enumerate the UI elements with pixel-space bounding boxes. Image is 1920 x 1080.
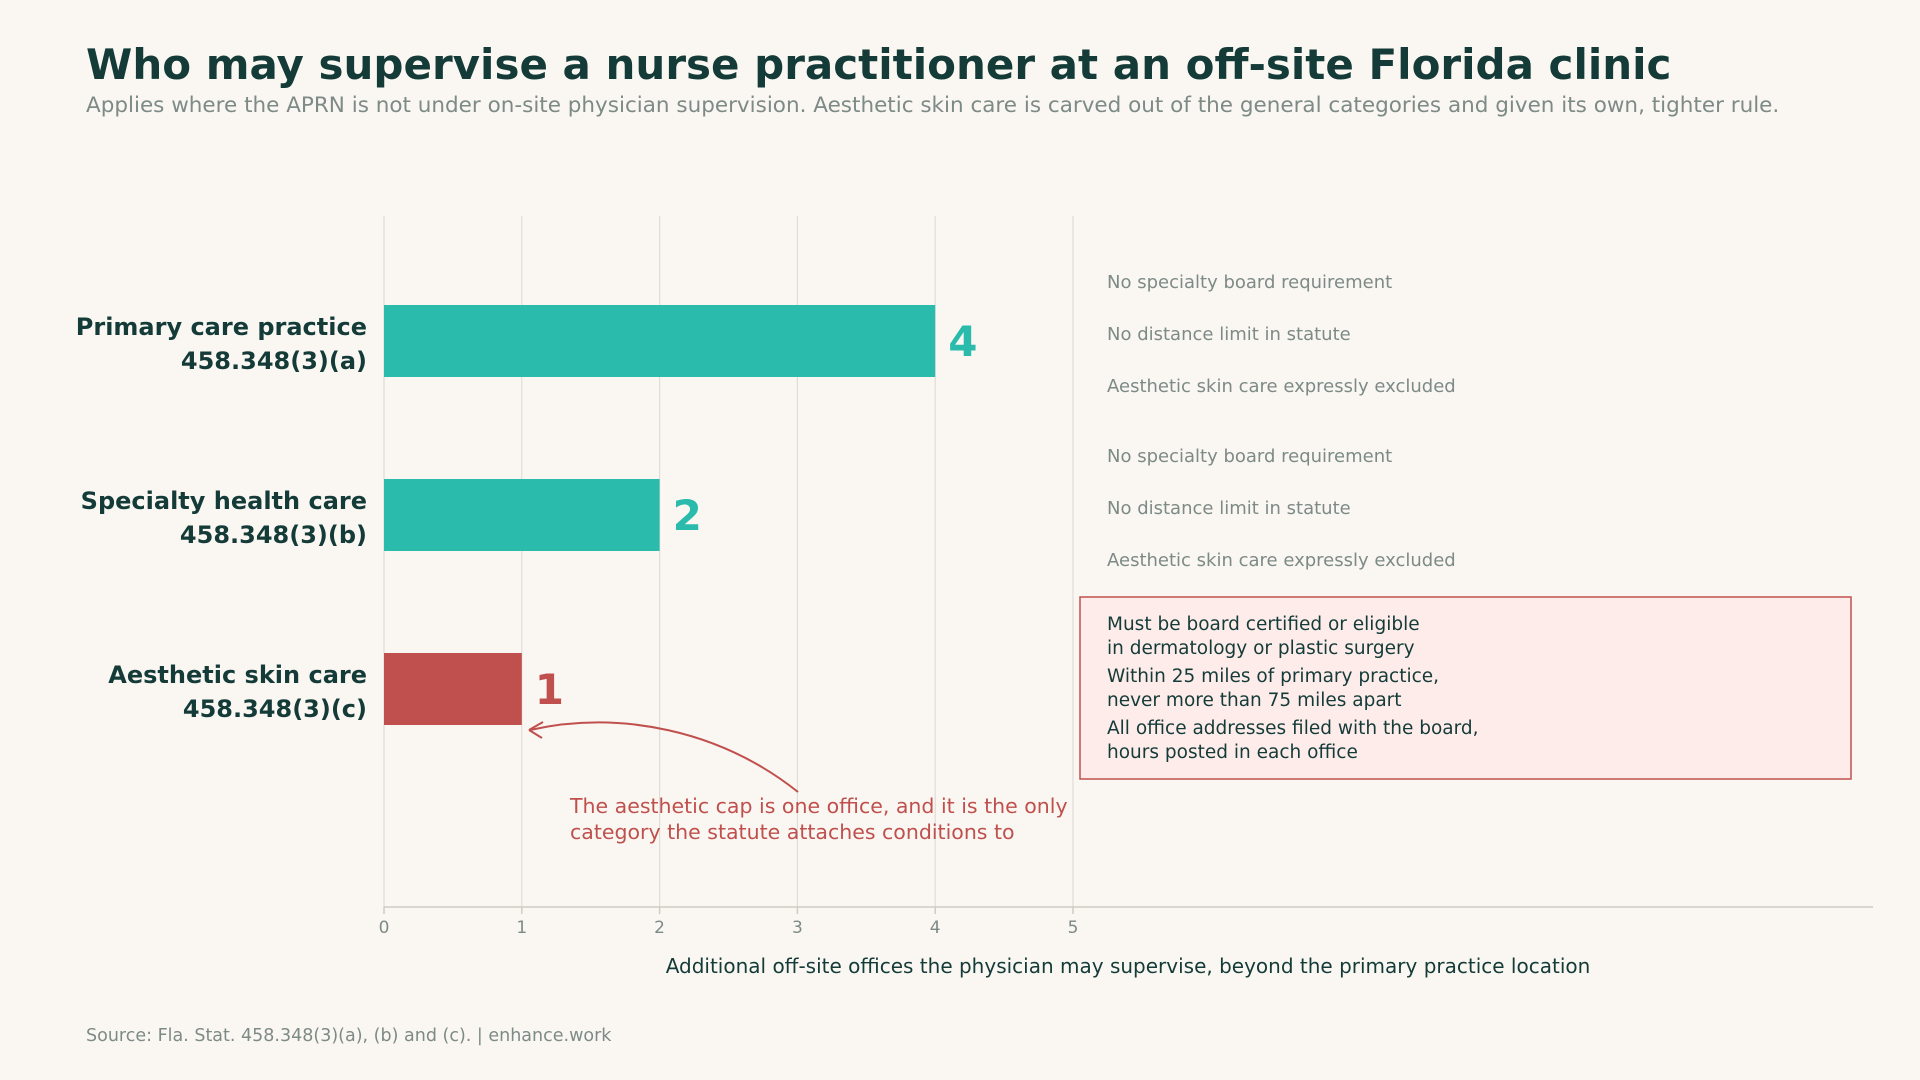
category-note: Aesthetic skin care expressly excluded: [1107, 550, 1456, 571]
bar-1: [384, 305, 936, 377]
category-reference: 458.348(3)(c): [183, 695, 367, 723]
annotation-text: The aesthetic cap is one office, and it …: [569, 794, 1068, 818]
condition-text: hours posted in each office: [1107, 742, 1358, 763]
x-axis-label: Additional off-site offices the physicia…: [666, 954, 1591, 978]
condition-text: All office addresses filed with the boar…: [1107, 718, 1479, 739]
annotation-arrow: [529, 721, 799, 793]
bar-3: [384, 653, 522, 725]
condition-text: Must be board certified or eligible: [1107, 614, 1420, 635]
category-note: Aesthetic skin care expressly excluded: [1107, 376, 1456, 397]
condition-text: in dermatology or plastic surgery: [1107, 638, 1415, 659]
category-note: No specialty board requirement: [1107, 446, 1392, 467]
x-tick-label: 1: [516, 918, 527, 938]
condition-text: Within 25 miles of primary practice,: [1107, 666, 1439, 687]
annotation-text: category the statute attaches conditions…: [570, 820, 1015, 844]
category-note: No distance limit in statute: [1107, 324, 1351, 345]
category-label: Aesthetic skin care: [108, 661, 367, 689]
bar-value-label: 2: [673, 491, 702, 540]
category-reference: 458.348(3)(a): [181, 347, 367, 375]
x-tick-label: 0: [379, 918, 390, 938]
x-tick-label: 2: [654, 918, 665, 938]
category-note: No distance limit in statute: [1107, 498, 1351, 519]
source-note: Source: Fla. Stat. 458.348(3)(a), (b) an…: [86, 1026, 612, 1046]
annotation-arrowhead: [528, 721, 544, 739]
x-tick-label: 3: [792, 918, 803, 938]
conditions-box: [1079, 596, 1852, 780]
bar-value-label: 1: [535, 665, 564, 714]
bar-2: [384, 479, 660, 551]
bar-value-label: 4: [948, 317, 977, 366]
x-tick-label: 4: [930, 918, 941, 938]
category-label: Primary care practice: [76, 313, 367, 341]
category-label: Specialty health care: [81, 487, 367, 515]
chart-subtitle: Applies where the APRN is not under on-s…: [86, 93, 1780, 118]
x-tick-label: 5: [1068, 918, 1079, 938]
category-reference: 458.348(3)(b): [180, 521, 367, 549]
condition-text: never more than 75 miles apart: [1107, 690, 1402, 711]
chart-title: Who may supervise a nurse practitioner a…: [86, 40, 1672, 89]
category-note: No specialty board requirement: [1107, 272, 1392, 293]
